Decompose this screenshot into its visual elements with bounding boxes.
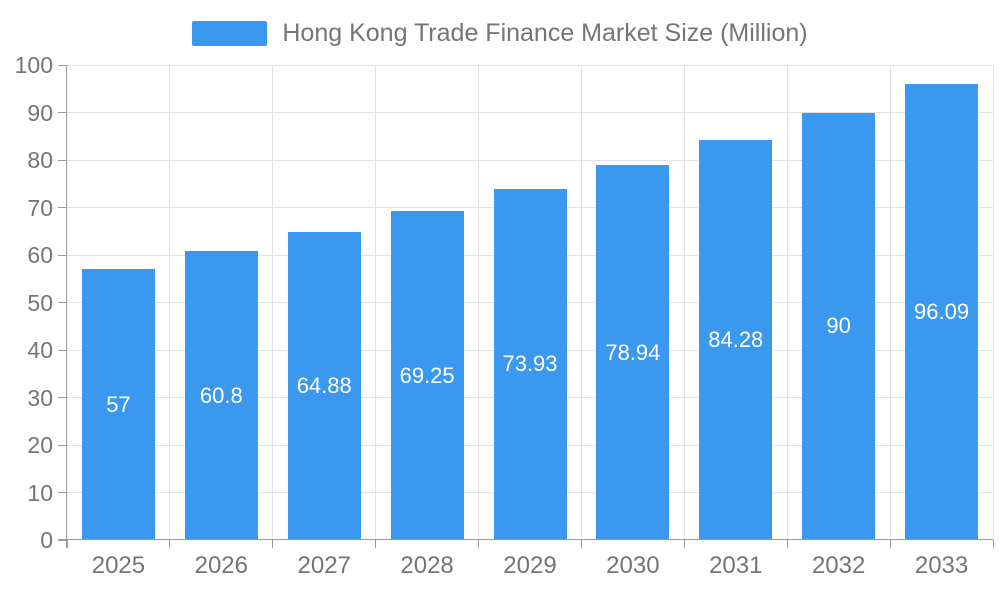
y-axis-tick xyxy=(58,112,67,113)
vertical-gridline xyxy=(580,65,582,540)
x-axis-tick-label: 2027 xyxy=(297,552,351,579)
vertical-gridline xyxy=(272,65,274,540)
vertical-gridline xyxy=(889,65,891,540)
y-axis-tick-label: 10 xyxy=(27,479,53,506)
y-axis-tick-label: 70 xyxy=(27,194,53,221)
vertical-gridline xyxy=(683,65,685,540)
legend-label: Hong Kong Trade Finance Market Size (Mil… xyxy=(282,18,808,47)
bar: 90 xyxy=(802,112,876,540)
x-axis-tick-label: 2032 xyxy=(811,552,866,579)
bar: 64.88 xyxy=(287,231,361,540)
x-axis-tick xyxy=(478,540,480,548)
horizontal-gridline xyxy=(67,159,993,161)
y-axis-tick xyxy=(58,64,67,66)
y-axis-tick-label: 50 xyxy=(27,289,53,316)
x-axis-tick xyxy=(786,540,788,548)
y-axis-tick xyxy=(58,444,67,446)
y-axis-tick-label: 0 xyxy=(40,527,53,553)
bar: 84.28 xyxy=(699,139,773,540)
bar-value-label: 64.88 xyxy=(296,372,352,398)
x-axis-tick-label: 2030 xyxy=(606,552,660,579)
bar: 78.94 xyxy=(596,165,670,540)
x-axis-tick xyxy=(992,540,994,548)
y-axis-tick-label: 20 xyxy=(27,432,53,458)
bar-value-label: 78.94 xyxy=(605,339,661,365)
x-axis-tick-label: 2028 xyxy=(400,552,454,579)
y-axis-tick xyxy=(58,254,67,256)
y-axis-tick xyxy=(58,492,67,493)
vertical-gridline xyxy=(375,65,377,540)
y-axis-tick-label: 60 xyxy=(27,242,53,268)
x-axis-tick-label: 2029 xyxy=(503,552,557,579)
y-axis-tick-label: 30 xyxy=(27,384,53,411)
x-axis-tick-label: 2025 xyxy=(91,552,146,579)
x-axis-tick-label: 2033 xyxy=(914,552,969,579)
x-axis-tick xyxy=(272,540,274,548)
bar-value-label: 73.93 xyxy=(502,351,558,377)
bar-value-label: 69.25 xyxy=(399,362,455,388)
bar: 60.8 xyxy=(184,251,258,540)
bar: 96.09 xyxy=(905,83,979,540)
y-axis-tick xyxy=(58,539,67,541)
bar: 57 xyxy=(81,269,155,540)
plot-area: 0 10 20 30 40 50 60 70 80 90 100 2025 2026 2027 2028 20… xyxy=(15,53,994,579)
y-axis-tick xyxy=(58,159,67,161)
bar: 69.25 xyxy=(390,211,464,540)
y-axis-tick xyxy=(58,302,67,303)
bar-value-label: 96.09 xyxy=(914,298,970,324)
y-axis-tick-label: 40 xyxy=(27,337,53,363)
y-axis-tick xyxy=(58,349,67,351)
x-axis-tick xyxy=(66,540,68,548)
x-axis-tick xyxy=(580,540,582,548)
vertical-gridline xyxy=(478,65,480,540)
legend-swatch xyxy=(192,20,268,46)
vertical-gridline xyxy=(786,65,788,540)
bar-value-label: 60.8 xyxy=(199,382,243,408)
y-axis-tick xyxy=(58,207,67,208)
vertical-gridline xyxy=(992,65,994,540)
bar-value-label: 57 xyxy=(106,391,131,417)
y-axis-line xyxy=(66,65,67,548)
y-axis-tick-label: 90 xyxy=(27,99,53,126)
bar-value-label: 90 xyxy=(826,313,851,339)
x-axis-tick xyxy=(889,540,891,548)
vertical-gridline xyxy=(169,65,171,540)
bar-value-label: 84.28 xyxy=(708,326,764,352)
legend-item[interactable]: Hong Kong Trade Finance Market Size (Mil… xyxy=(0,17,1000,49)
y-axis-tick-label: 80 xyxy=(27,147,53,173)
horizontal-gridline xyxy=(67,64,993,66)
x-axis-tick-label: 2031 xyxy=(709,552,763,579)
x-axis-tick xyxy=(683,540,685,548)
x-axis-tick xyxy=(375,540,377,548)
x-axis-line xyxy=(58,539,993,540)
y-axis-tick xyxy=(58,397,67,398)
x-axis-tick xyxy=(169,540,171,548)
horizontal-gridline xyxy=(67,112,993,113)
bar: 73.93 xyxy=(493,188,567,540)
y-axis-tick-label: 100 xyxy=(14,52,53,78)
x-axis-tick-label: 2026 xyxy=(194,552,248,579)
